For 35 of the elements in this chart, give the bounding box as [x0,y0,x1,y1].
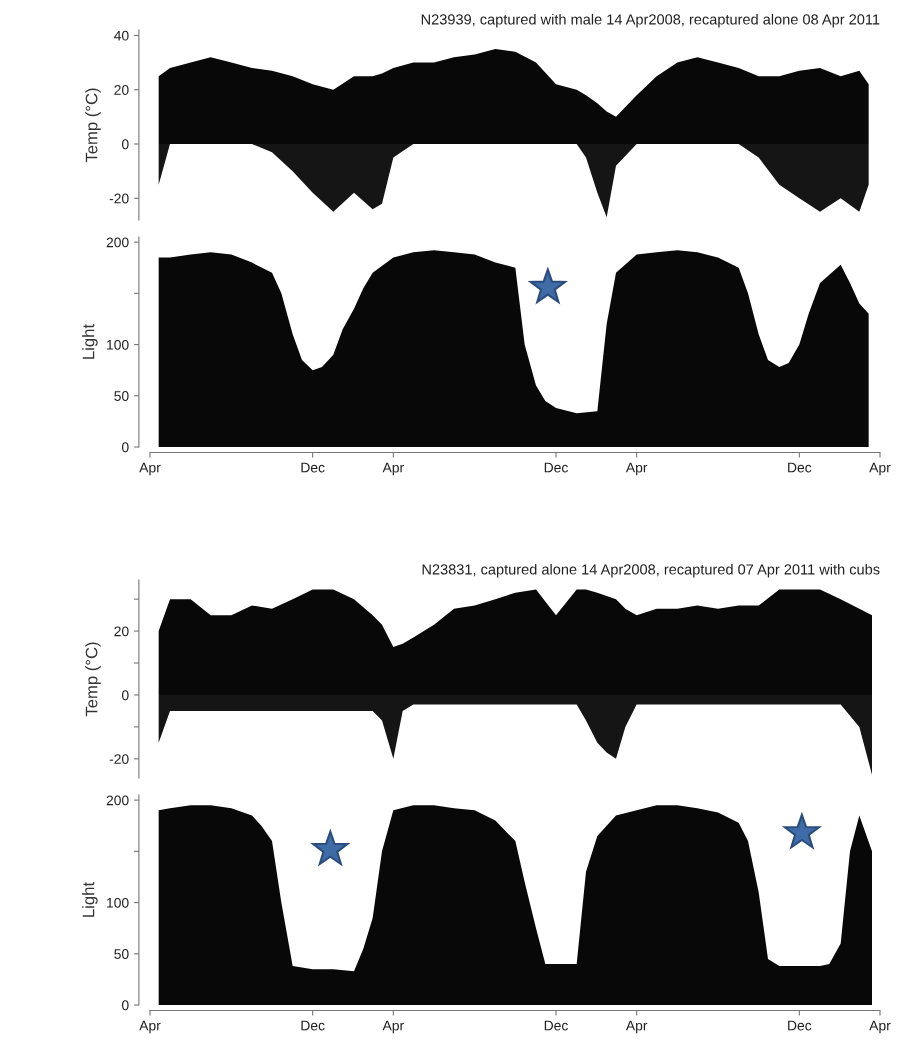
x-tick-label: Dec [544,462,568,473]
y-axis-title: Temp (°C) [85,88,101,163]
x-tick-label: Dec [544,1020,568,1031]
x-tick-label: Apr [869,462,891,476]
y-tick-label: 0 [121,690,129,701]
chart-title: N23831, captured alone 14 Apr2008, recaptured 07 Apr 2011 with cubs [422,563,880,578]
y-tick-label: -20 [109,193,129,204]
y-tick-label: 20 [114,626,129,637]
x-tick-label: Apr [382,462,404,476]
x-tick-label: Dec [301,462,325,473]
x-tick-label: Apr [139,1020,161,1034]
x-tick-label: Dec [301,1020,325,1031]
y-axis-title: Temp (°C) [85,642,101,717]
y-tick-label: 50 [114,391,129,401]
y-tick-label: -20 [109,754,129,765]
y-tick-label: 0 [121,1000,129,1011]
x-tick-label: Apr [382,1020,404,1034]
chart-title: N23939, captured with male 14 Apr2008, recaptured alone 08 Apr 2011 [421,13,880,28]
y-tick-label: 100 [107,897,129,908]
x-tick-label: Apr [625,462,648,476]
y-tick-label: 0 [121,442,129,453]
x-tick-label: Dec [788,462,812,473]
y-axis-title: Light [82,324,98,359]
y-tick-label: 20 [114,85,129,95]
x-tick-label: Dec [788,1020,812,1031]
y-tick-label: 0 [121,139,129,150]
x-tick-label: Apr [139,462,161,476]
y-tick-label: 40 [114,30,129,41]
y-tick-label: 200 [106,237,129,248]
x-tick-label: Apr [625,1020,648,1034]
y-tick-label: 50 [114,949,129,959]
y-tick-label: 100 [107,339,129,350]
y-axis-title: Light [82,882,98,917]
x-tick-label: Apr [869,1020,891,1034]
y-tick-label: 200 [106,795,129,806]
